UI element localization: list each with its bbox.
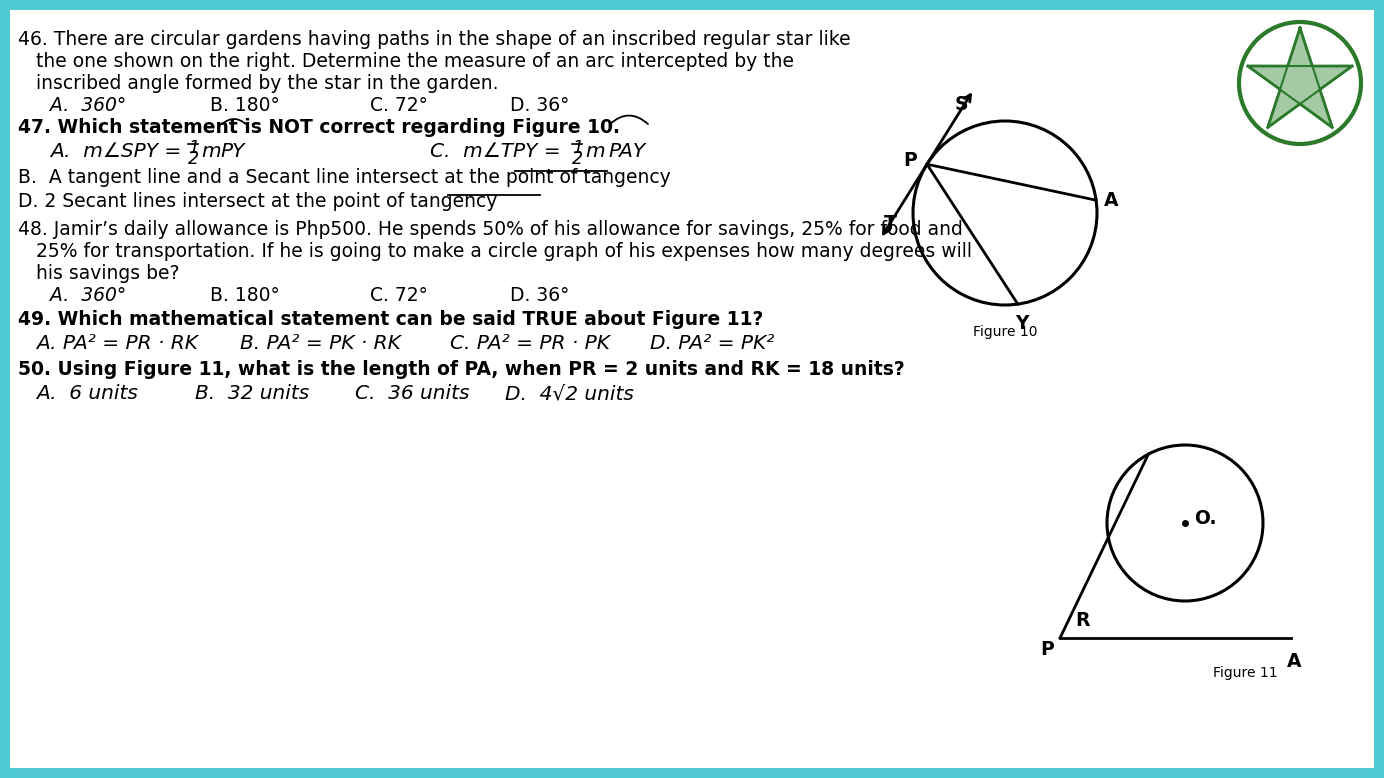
FancyBboxPatch shape (3, 3, 1381, 775)
Text: C. PA² = PR · PK: C. PA² = PR · PK (450, 334, 610, 353)
Text: B.  32 units: B. 32 units (195, 384, 309, 403)
Text: 1: 1 (572, 139, 583, 157)
Text: 48. Jamir’s daily allowance is Php500. He spends 50% of his allowance for saving: 48. Jamir’s daily allowance is Php500. H… (18, 220, 963, 239)
Text: C.  36 units: C. 36 units (356, 384, 469, 403)
Text: B. 180°: B. 180° (210, 286, 280, 305)
Polygon shape (1248, 28, 1352, 128)
Text: 49. Which mathematical statement can be said TRUE about Figure 11?: 49. Which mathematical statement can be … (18, 310, 764, 329)
Text: his savings be?: his savings be? (36, 264, 180, 283)
Text: PY: PY (220, 142, 245, 161)
Text: A. PA² = PR · RK: A. PA² = PR · RK (36, 334, 198, 353)
Text: D. 2 Secant lines intersect at the point of tangency: D. 2 Secant lines intersect at the point… (18, 192, 497, 211)
Text: D.  4√2 units: D. 4√2 units (505, 384, 634, 403)
Text: A.  6 units: A. 6 units (36, 384, 138, 403)
Text: 25% for transportation. If he is going to make a circle graph of his expenses ho: 25% for transportation. If he is going t… (36, 242, 972, 261)
Text: B. PA² = PK · RK: B. PA² = PK · RK (239, 334, 401, 353)
Text: m: m (201, 142, 220, 161)
Text: P: P (1041, 640, 1055, 659)
Text: D. 36°: D. 36° (509, 96, 569, 115)
Text: Figure 10: Figure 10 (973, 325, 1037, 339)
Text: D. PA² = PK²: D. PA² = PK² (650, 334, 775, 353)
Text: A.  360°: A. 360° (50, 286, 126, 305)
Text: R: R (1075, 611, 1091, 630)
Text: D. 36°: D. 36° (509, 286, 569, 305)
Text: Figure 11: Figure 11 (1212, 666, 1277, 680)
Text: 47. Which statement is NOT correct regarding Figure 10.: 47. Which statement is NOT correct regar… (18, 118, 620, 137)
Text: m: m (585, 142, 605, 161)
Text: the one shown on the right. Determine the measure of an arc intercepted by the: the one shown on the right. Determine th… (36, 52, 794, 71)
Text: C. 72°: C. 72° (370, 96, 428, 115)
Text: 1: 1 (188, 139, 199, 157)
Text: Y: Y (1014, 314, 1028, 333)
Text: B. 180°: B. 180° (210, 96, 280, 115)
Text: A: A (1104, 191, 1118, 210)
Text: A.  360°: A. 360° (50, 96, 126, 115)
Text: A.  m∠SPY =: A. m∠SPY = (50, 142, 188, 161)
Text: PAY: PAY (608, 142, 645, 161)
Text: 50. Using Figure 11, what is the length of PA, when PR = 2 units and RK = 18 uni: 50. Using Figure 11, what is the length … (18, 360, 905, 379)
Text: C. 72°: C. 72° (370, 286, 428, 305)
Text: O.: O. (1194, 509, 1217, 527)
Text: 2: 2 (572, 150, 583, 168)
Text: inscribed angle formed by the star in the garden.: inscribed angle formed by the star in th… (36, 74, 498, 93)
Text: B.  A tangent line and a Secant line intersect at the point of tangency: B. A tangent line and a Secant line inte… (18, 168, 671, 187)
Text: 46. There are circular gardens having paths in the shape of an inscribed regular: 46. There are circular gardens having pa… (18, 30, 851, 49)
Text: P: P (904, 151, 918, 170)
Text: 2: 2 (188, 150, 199, 168)
Text: C.  m∠TPY =: C. m∠TPY = (430, 142, 567, 161)
Text: S: S (955, 95, 969, 114)
Text: A: A (1287, 652, 1301, 671)
Text: T: T (884, 214, 897, 233)
